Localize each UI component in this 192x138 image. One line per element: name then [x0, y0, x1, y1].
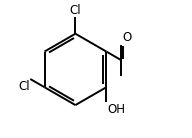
Text: Cl: Cl: [18, 80, 30, 93]
Text: O: O: [122, 31, 132, 44]
Text: Cl: Cl: [70, 4, 81, 17]
Text: OH: OH: [107, 103, 125, 116]
